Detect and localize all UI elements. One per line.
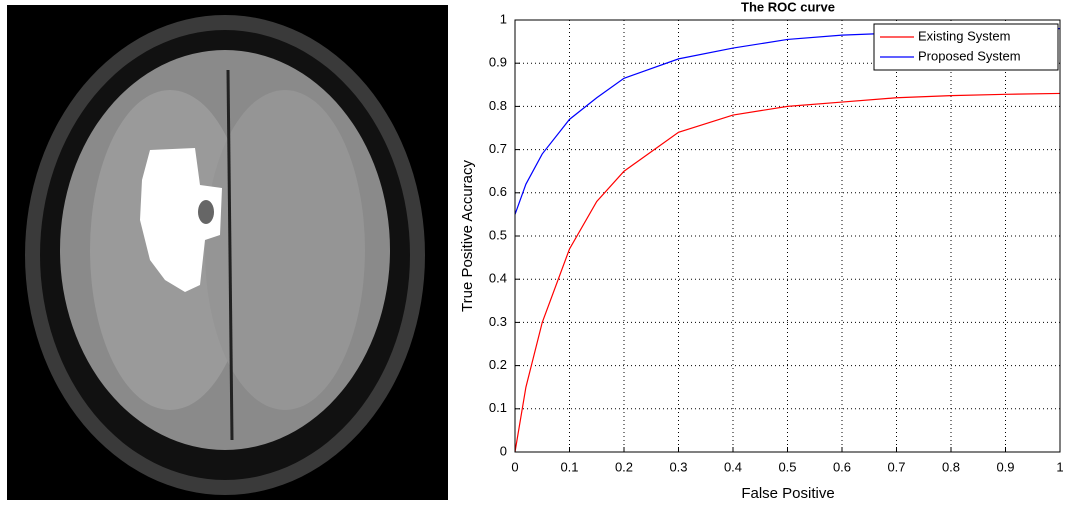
roc-line	[514, 92, 1061, 453]
y-tick-label: 0.9	[489, 55, 507, 70]
x-tick-label: 0	[511, 459, 518, 474]
x-tick-label: 0.3	[669, 459, 687, 474]
x-tick-label: 0.6	[833, 459, 851, 474]
x-tick-label: 0.5	[778, 459, 796, 474]
y-tick-label: 0.8	[489, 98, 507, 113]
x-tick-label: 0.1	[560, 459, 578, 474]
y-tick-label: 0.1	[489, 400, 507, 415]
y-tick-label: 0.7	[489, 141, 507, 156]
legend-label: Existing System	[918, 28, 1010, 43]
y-tick-label: 0	[500, 443, 507, 458]
mri-image	[7, 5, 448, 500]
x-tick-label: 0.4	[724, 459, 742, 474]
y-tick-label: 1	[500, 11, 507, 26]
y-axis-label: True Positive Accuracy	[459, 160, 476, 312]
x-tick-label: 0.2	[615, 459, 633, 474]
y-tick-label: 0.3	[489, 314, 507, 329]
x-tick-label: 0.7	[887, 459, 905, 474]
chart-title: The ROC curve	[741, 0, 835, 14]
x-axis-label: False Positive	[741, 485, 834, 502]
legend-label: Proposed System	[918, 48, 1021, 63]
y-tick-label: 0.6	[489, 184, 507, 199]
legend-box	[873, 23, 1059, 71]
plot-frame	[514, 19, 1061, 453]
x-tick-label: 0.8	[942, 459, 960, 474]
y-tick-label: 0.5	[489, 227, 507, 242]
y-tick-label: 0.2	[489, 357, 507, 372]
y-tick-label: 0.4	[489, 271, 507, 286]
x-tick-label: 1	[1056, 459, 1063, 474]
x-tick-label: 0.9	[996, 459, 1014, 474]
